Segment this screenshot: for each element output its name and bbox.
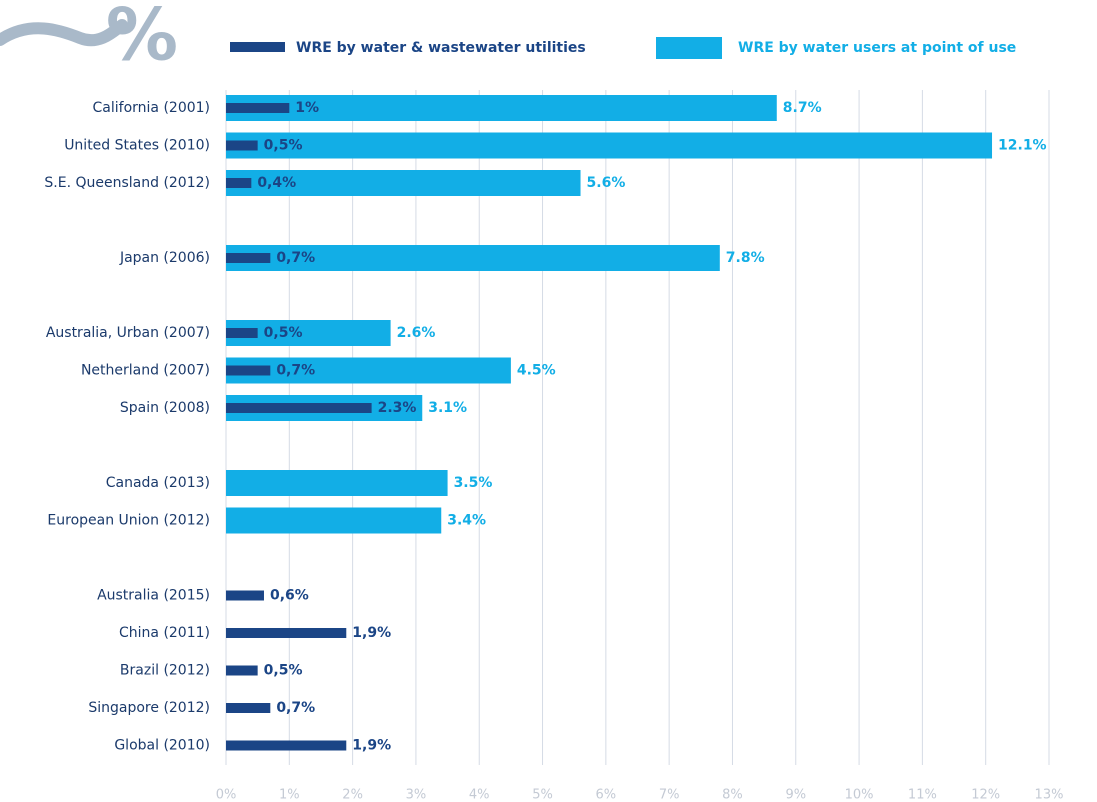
bar <box>226 357 511 384</box>
x-tick-label: 9% <box>785 788 806 802</box>
y-tick-label: United States (2010) <box>64 138 210 154</box>
value-label: 1,9% <box>352 738 391 754</box>
value-label: 0,5% <box>264 138 303 154</box>
value-label: 4.5% <box>517 363 556 379</box>
bar <box>226 132 993 159</box>
bar <box>226 740 347 751</box>
decoration-wave <box>0 19 128 47</box>
y-tick-label: California (2001) <box>93 100 210 116</box>
value-label: 0,4% <box>257 175 296 191</box>
legend-swatch <box>656 37 722 59</box>
y-tick-label: Canada (2013) <box>106 475 210 491</box>
legend-label: WRE by water & wastewater utilities <box>296 40 586 56</box>
bar <box>226 328 258 338</box>
y-tick-label: Netherland (2007) <box>81 363 210 379</box>
value-label: 2.6% <box>397 325 436 341</box>
value-label: 0,7% <box>276 250 315 266</box>
x-tick-label: 6% <box>596 788 617 802</box>
x-tick-label: 7% <box>659 788 680 802</box>
x-tick-label: 3% <box>406 788 427 802</box>
value-label: 0,6% <box>270 588 309 604</box>
y-tick-label: S.E. Queensland (2012) <box>44 175 210 191</box>
value-label: 3.5% <box>454 475 493 491</box>
y-tick-label: European Union (2012) <box>47 513 210 529</box>
x-tick-label: 13% <box>1035 788 1064 802</box>
bar <box>226 507 442 534</box>
x-tick-label: 2% <box>342 788 363 802</box>
bar <box>226 253 271 263</box>
y-tick-label: Singapore (2012) <box>88 700 210 716</box>
y-tick-label: China (2011) <box>119 625 210 641</box>
bar <box>226 245 720 271</box>
decoration-symbol: % <box>106 0 178 77</box>
value-label: 3.4% <box>447 513 486 529</box>
x-tick-label: 5% <box>532 788 553 802</box>
value-label: 0,7% <box>276 700 315 716</box>
x-tick-label: 4% <box>469 788 490 802</box>
bar <box>226 170 581 196</box>
y-tick-label: Australia (2015) <box>97 588 210 604</box>
bar <box>226 590 264 601</box>
value-label: 0,5% <box>264 663 303 679</box>
bar <box>226 665 258 676</box>
x-tick-label: 8% <box>722 788 743 802</box>
value-label: 1% <box>295 100 319 116</box>
value-label: 0,7% <box>276 363 315 379</box>
y-tick-label: Japan (2006) <box>119 250 210 266</box>
value-label: 3.1% <box>428 400 467 416</box>
y-tick-label: Brazil (2012) <box>120 663 210 679</box>
y-tick-label: Australia, Urban (2007) <box>46 325 210 341</box>
legend-swatch <box>230 42 285 52</box>
x-tick-label: 12% <box>971 788 1000 802</box>
value-label: 1,9% <box>352 625 391 641</box>
bar <box>226 103 290 113</box>
bar <box>226 628 347 638</box>
y-tick-label: Spain (2008) <box>120 400 210 416</box>
value-label: 2.3% <box>378 400 417 416</box>
x-tick-label: 1% <box>279 788 300 802</box>
bar <box>226 178 252 188</box>
bar <box>226 365 271 376</box>
x-tick-label: 0% <box>216 788 237 802</box>
bar <box>226 403 372 413</box>
bar <box>226 703 271 713</box>
value-label: 7.8% <box>726 250 765 266</box>
value-label: 12.1% <box>998 138 1047 154</box>
legend-label: WRE by water users at point of use <box>738 40 1016 56</box>
value-label: 5.6% <box>587 175 626 191</box>
x-tick-label: 11% <box>908 788 937 802</box>
bar <box>226 470 448 496</box>
bar <box>226 140 258 151</box>
y-tick-label: Global (2010) <box>114 738 210 754</box>
value-label: 0,5% <box>264 325 303 341</box>
x-tick-label: 10% <box>845 788 874 802</box>
bar <box>226 95 777 121</box>
value-label: 8.7% <box>783 100 822 116</box>
